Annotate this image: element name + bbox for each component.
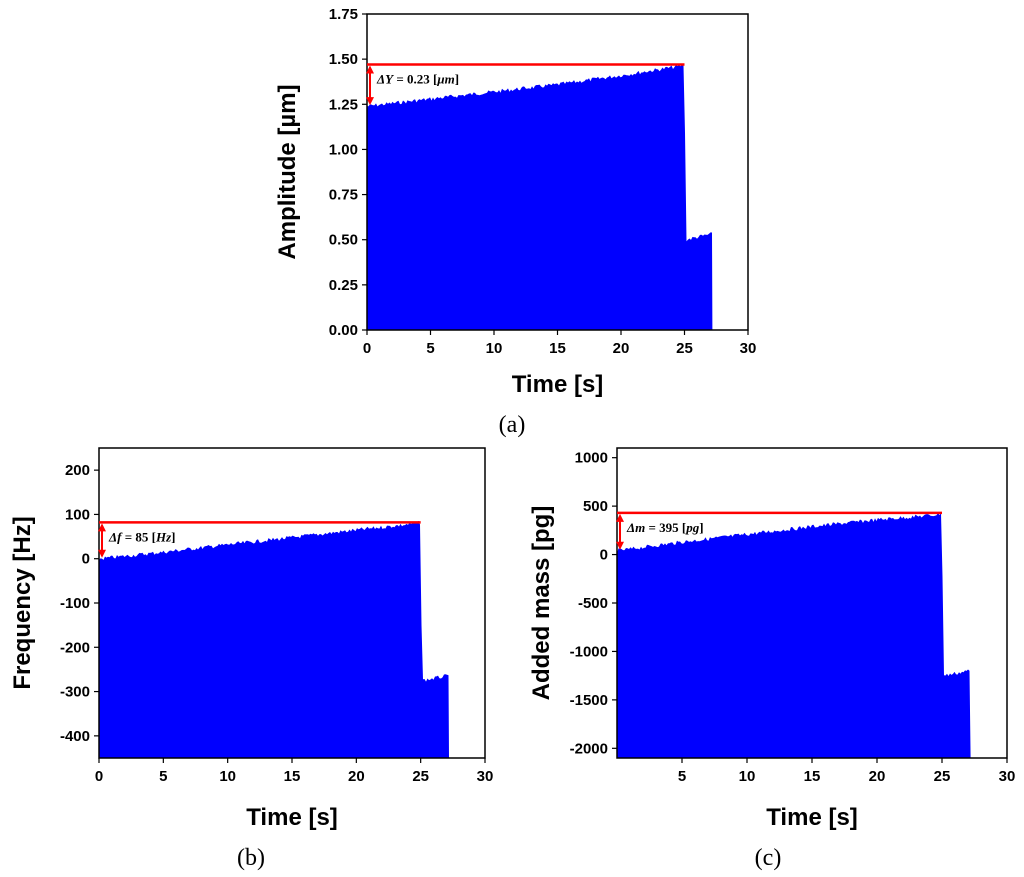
y-tick-label: 0.75 [329,187,358,204]
delta-arrow [616,513,624,550]
y-tick-label: -2000 [570,740,608,757]
delta-arrow [98,523,106,558]
y-tick-label: 1.25 [329,96,358,113]
y-tick-label: 1.75 [329,6,358,23]
x-tick-label: 25 [412,768,429,785]
x-tick-label: 10 [219,768,236,785]
y-axis-label: Added mass [pg] [528,506,555,701]
y-tick-label: 1.50 [329,51,358,68]
x-axis-label: Time [s] [766,804,858,831]
y-axis-label: Amplitude [µm] [274,84,301,259]
x-tick-label: 20 [348,768,365,785]
delta-annotation: ΔY = 0.23 [μm] [376,72,459,87]
y-tick-label: 1000 [575,450,608,467]
x-tick-label: 5 [159,768,167,785]
y-tick-label: -200 [60,639,90,656]
x-tick-label: 0 [363,340,371,357]
x-tick-label: 15 [804,768,821,785]
x-tick-label: 10 [486,340,503,357]
x-tick-label: 10 [739,768,756,785]
x-tick-label: 20 [613,340,630,357]
y-tick-label: 0 [82,551,90,568]
x-axis-label: Time [s] [246,804,338,831]
chart-panel-3: 5 10 15 20 25 30 -2000 -1500 -1000 -500 0 500 1000 Δm… [528,447,1016,871]
data-area-series [617,512,971,758]
y-tick-label: 500 [583,498,608,515]
x-axis-label: Time [s] [512,371,604,398]
x-tick-label: 0 [95,768,103,785]
x-tick-label: 30 [477,768,494,785]
y-tick-label: 0.25 [329,277,358,294]
y-tick-label: -1500 [570,692,608,709]
y-tick-label: -100 [60,595,90,612]
y-tick-label: 0 [600,547,608,564]
y-axis-label: Frequency [Hz] [9,516,36,689]
y-tick-label: 200 [65,462,90,479]
x-tick-label: 25 [676,340,693,357]
data-area-series [367,64,713,330]
y-tick-label: -500 [578,595,608,612]
y-tick-label: -400 [60,728,90,745]
x-tick-label: 5 [678,768,686,785]
chart-panel-2: 0 5 10 15 20 25 30 -400 -300 -200 -100 0 100 200 Δf = … [9,447,494,871]
x-tick-label: 30 [740,340,757,357]
y-tick-label: 0.50 [329,232,358,249]
x-tick-label: 15 [284,768,301,785]
panel-label: (a) [499,412,526,438]
y-tick-label: 0.00 [329,322,358,339]
x-tick-label: 15 [549,340,566,357]
panel-label: (c) [755,845,782,871]
x-tick-label: 30 [999,768,1016,785]
y-tick-label: -1000 [570,643,608,660]
delta-arrow [366,65,374,106]
y-tick-label: -300 [60,684,90,701]
panel-label: (b) [237,845,265,871]
chart-panel-1: 0 5 10 15 20 25 30 0.00 0.25 0.50 0.75 1.00 1.25 1.50… [274,6,756,438]
y-tick-label: 100 [65,506,90,523]
delta-annotation: Δm = 395 [pg] [626,520,704,535]
x-tick-label: 20 [869,768,886,785]
delta-annotation: Δf = 85 [Hz] [108,529,176,544]
y-tick-label: 1.00 [329,141,358,158]
x-tick-label: 25 [934,768,951,785]
x-tick-label: 5 [426,340,434,357]
data-area-series [99,520,449,758]
